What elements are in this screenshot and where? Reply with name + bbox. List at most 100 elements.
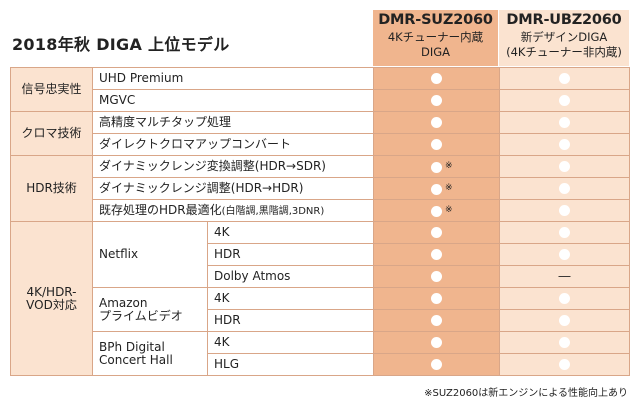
table-row: 信号忠実性 UHD Premium [10, 67, 631, 112]
supported-dot-icon [431, 162, 443, 173]
cell-ubz: ― [499, 265, 631, 288]
supported-dot-icon [559, 337, 571, 348]
table-row: ダイナミックレンジ調整(HDR→HDR) ※ [11, 177, 631, 200]
cell-suz [373, 111, 501, 134]
supported-dot-icon [559, 249, 571, 260]
supported-dot-icon [559, 293, 571, 304]
service-amazon-line2: プライムビデオ [99, 308, 183, 323]
table-row: HDR [11, 309, 631, 332]
cell-suz [373, 331, 501, 354]
table-row: BPh Digital Concert Hall 4K [11, 331, 631, 376]
category-vod-line2: VOD対応 [26, 297, 77, 312]
service-bph: BPh Digital Concert Hall [92, 331, 208, 376]
model-desc-line1: 4Kチューナー内蔵 [387, 30, 484, 44]
service-amazon: Amazon プライムビデオ [92, 287, 208, 332]
supported-dot-icon [431, 117, 443, 128]
table-row: HDR技術 ダイナミックレンジ変換調整(HDR→SDR) ※ [10, 155, 631, 222]
cell-ubz [499, 287, 631, 310]
feature-hdr-optimize-main: 既存処理のHDR最適化 [99, 202, 222, 217]
footnote: ※SUZ2060は新エンジンによる性能向上あり [424, 388, 628, 399]
supported-dot-icon [431, 184, 443, 195]
table-title: 2018年秋 DIGA 上位モデル [12, 35, 230, 54]
asterisk-mark: ※ [445, 205, 453, 215]
feature-mgvc: MGVC [91, 89, 375, 112]
category-vod-line1: 4K/HDR- [26, 284, 77, 299]
format-4k: 4K [206, 221, 375, 244]
supported-dot-icon [431, 337, 443, 348]
table-row: ダイレクトクロマアップコンバート [11, 133, 631, 156]
feature-uhd-premium: UHD Premium [91, 67, 375, 90]
model-desc-line2: DIGA [420, 45, 451, 59]
supported-dot-icon [431, 293, 443, 304]
column-header-suz2060: DMR-SUZ2060 4Kチューナー内蔵 DIGA [373, 10, 498, 66]
cell-suz [373, 353, 501, 376]
cell-ubz [499, 199, 631, 222]
format-hlg: HLG [206, 353, 375, 376]
feature-multitap: 高精度マルチタップ処理 [91, 111, 375, 134]
cell-suz [373, 243, 501, 266]
feature-hdr-optimize-detail: (白階調,黒階調,3DNR) [221, 205, 325, 217]
cell-ubz [499, 89, 631, 112]
table-row: クロマ技術 高精度マルチタップ処理 [10, 111, 631, 156]
cell-suz: ※ [373, 199, 501, 222]
cell-suz [373, 309, 501, 332]
supported-dot-icon [431, 139, 443, 150]
feature-hdr-optimize: 既存処理のHDR最適化(白階調,黒階調,3DNR) [91, 199, 375, 222]
table-row: Dolby Atmos ― [11, 265, 631, 288]
supported-dot-icon [559, 117, 571, 128]
format-4k: 4K [206, 331, 375, 354]
cell-ubz [499, 111, 631, 134]
supported-dot-icon [559, 359, 571, 370]
supported-dot-icon [559, 139, 571, 150]
supported-dot-icon [559, 205, 571, 216]
category-signal: 信号忠実性 [10, 67, 93, 112]
feature-direct-chroma: ダイレクトクロマアップコンバート [91, 133, 375, 156]
cell-suz [373, 265, 501, 288]
supported-dot-icon [559, 315, 571, 326]
format-hdr: HDR [206, 309, 375, 332]
cell-ubz [499, 221, 631, 244]
supported-dot-icon [431, 206, 443, 217]
cell-ubz [499, 67, 631, 90]
service-netflix: Netflix [92, 221, 208, 288]
service-bph-line1: BPh Digital [99, 339, 165, 354]
category-hdr: HDR技術 [10, 155, 93, 222]
supported-dot-icon [431, 315, 443, 326]
supported-dot-icon [431, 249, 443, 260]
cell-ubz [499, 331, 631, 354]
cell-suz: ※ [373, 155, 501, 178]
table-row: 4K/HDR- VOD対応 Netflix 4K [10, 221, 631, 376]
service-bph-line2: Concert Hall [99, 352, 173, 367]
cell-ubz [499, 177, 631, 200]
format-4k: 4K [206, 287, 375, 310]
supported-dot-icon [559, 95, 571, 106]
service-amazon-line1: Amazon [99, 295, 148, 310]
feature-dr-convert: ダイナミックレンジ変換調整(HDR→SDR) [91, 155, 375, 178]
cell-ubz [499, 309, 631, 332]
spec-table: 信号忠実性 UHD Premium MGVC クロマ技術 高精度マルチタップ処理… [10, 67, 631, 376]
format-dolby-atmos: Dolby Atmos [206, 265, 375, 288]
cell-suz: ※ [373, 177, 501, 200]
table-row: MGVC [11, 89, 631, 112]
cell-ubz [499, 353, 631, 376]
model-desc-line1: 新デザインDIGA [520, 30, 608, 44]
table-row: Amazon プライムビデオ 4K [11, 287, 631, 332]
asterisk-mark: ※ [445, 183, 453, 193]
supported-dot-icon [431, 95, 443, 106]
column-header-ubz2060: DMR-UBZ2060 新デザインDIGA (4Kチューナー非内蔵) [499, 10, 629, 66]
supported-dot-icon [559, 227, 571, 238]
supported-dot-icon [559, 73, 571, 84]
model-desc-line2: (4Kチューナー非内蔵) [506, 45, 622, 59]
cell-ubz [499, 133, 631, 156]
supported-dot-icon [431, 227, 443, 238]
cell-suz [373, 133, 501, 156]
cell-ubz [499, 243, 631, 266]
table-row: 既存処理のHDR最適化(白階調,黒階調,3DNR) ※ [11, 199, 631, 222]
model-name: DMR-UBZ2060 [506, 12, 622, 28]
model-name: DMR-SUZ2060 [378, 12, 493, 28]
cell-suz [373, 221, 501, 244]
cell-suz [373, 67, 501, 90]
table-row: HLG [11, 353, 631, 376]
category-chroma: クロマ技術 [10, 111, 93, 156]
asterisk-mark: ※ [445, 161, 453, 171]
